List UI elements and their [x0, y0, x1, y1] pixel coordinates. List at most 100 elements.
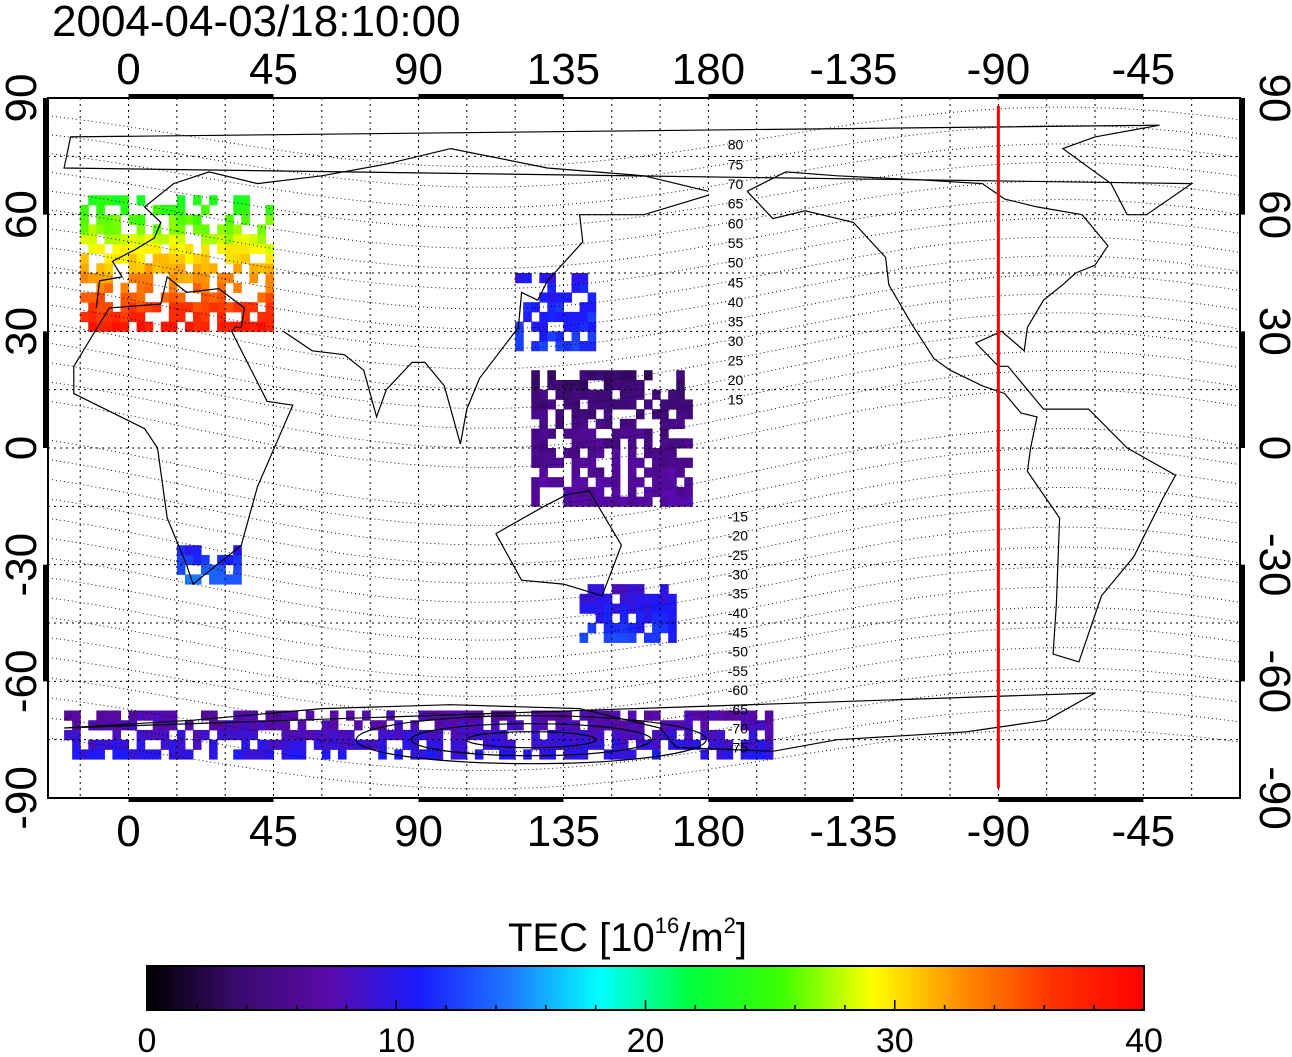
y-tick-label-left: 30 — [0, 307, 46, 356]
tec-cell — [217, 729, 226, 741]
tec-cell — [587, 399, 597, 410]
tec-cell — [668, 448, 677, 459]
tec-cell — [128, 292, 138, 303]
tec-cell — [587, 593, 597, 605]
magnetic-latitude-label: -35 — [728, 586, 748, 602]
tec-cell — [652, 749, 661, 760]
tec-cell — [305, 729, 315, 741]
tec-cell — [748, 749, 758, 760]
y-tick-label-right: 30 — [1250, 307, 1292, 356]
tec-cell — [192, 224, 202, 235]
tec-cell — [684, 477, 693, 488]
tec-cell — [611, 632, 621, 643]
tec-cell — [96, 311, 105, 323]
tec-cell — [168, 749, 178, 760]
tec-cell — [635, 593, 645, 605]
tec-cell — [370, 739, 379, 750]
tec-cell — [603, 477, 613, 488]
tec-cell — [225, 729, 234, 741]
tec-cell — [257, 321, 267, 332]
tec-cell — [265, 292, 275, 303]
tec-cell — [531, 389, 540, 400]
tec-cell — [80, 273, 89, 284]
tec-cell — [515, 720, 524, 731]
tec-cell — [112, 311, 122, 323]
tec-cell — [136, 282, 146, 293]
tec-cell — [571, 273, 581, 284]
tec-cell — [587, 739, 597, 750]
tec-cell — [579, 302, 589, 313]
tec-cell — [257, 311, 267, 323]
y-tick-label-right: 60 — [1250, 190, 1292, 239]
tec-cell — [515, 273, 524, 284]
tec-cell — [595, 477, 605, 488]
tec-cell — [249, 302, 258, 313]
x-axis-bottom-labels: 0 45 90 135 180 -135 -90 -45 — [116, 807, 1175, 856]
tec-cell — [168, 292, 178, 303]
tec-cell — [515, 341, 524, 352]
tec-cell — [635, 603, 645, 614]
magnetic-latitude-label: 60 — [728, 215, 744, 231]
tec-cell — [265, 263, 275, 274]
tec-cell — [184, 554, 194, 566]
tec-cell — [611, 749, 621, 760]
tec-cell — [168, 204, 178, 216]
tec-cell — [611, 399, 621, 410]
tec-cell — [555, 341, 565, 352]
tec-cell — [627, 496, 637, 507]
colorbar-tick-label: 40 — [1125, 1022, 1163, 1057]
tec-cell — [209, 574, 218, 585]
tec-cell — [128, 243, 138, 255]
tec-cell — [120, 749, 130, 760]
x-tick-label-bottom: -135 — [809, 807, 897, 856]
tec-cell — [587, 623, 597, 634]
tec-cell — [595, 418, 605, 430]
tec-cell — [225, 214, 234, 225]
tec-cell — [72, 749, 81, 760]
magnetic-latitude-contour — [48, 180, 1240, 249]
tec-cell — [104, 234, 113, 245]
tec-cell — [579, 603, 589, 614]
frame-bar-top — [128, 94, 274, 99]
tec-cell — [603, 418, 613, 430]
tec-cell — [209, 710, 218, 721]
tec-cell — [128, 263, 138, 274]
tec-cell — [120, 253, 130, 264]
tec-cell — [192, 545, 202, 556]
tec-cell — [676, 370, 685, 381]
tec-cell — [611, 438, 621, 449]
tec-cell — [201, 302, 210, 313]
tec-cell — [676, 467, 685, 478]
tec-cell — [88, 273, 97, 284]
tec-cell — [603, 496, 613, 507]
tec-cell — [249, 321, 258, 332]
tec-cell — [660, 428, 669, 439]
tec-cell — [619, 632, 629, 643]
tec-cell — [289, 749, 299, 760]
tec-cell — [225, 273, 234, 284]
tec-cell — [619, 399, 629, 410]
tec-cell — [257, 243, 267, 255]
tec-cell — [112, 710, 122, 721]
tec-cell — [192, 214, 202, 225]
frame-bar-top — [708, 94, 854, 99]
tec-cell — [490, 720, 500, 731]
tec-cell — [603, 720, 613, 731]
tec-cell — [249, 273, 258, 284]
tec-cell — [458, 749, 468, 760]
tec-cell — [531, 496, 540, 507]
tec-cell — [676, 438, 685, 449]
tec-cell — [136, 302, 146, 313]
tec-cell — [112, 321, 122, 332]
tec-cell — [611, 623, 621, 634]
tec-cell — [611, 379, 621, 391]
tec-cell — [635, 428, 645, 439]
tec-cell — [523, 749, 532, 760]
coastline — [63, 124, 1194, 216]
tec-cell — [217, 292, 226, 303]
tec-cell — [217, 720, 226, 731]
tec-cell — [160, 253, 170, 264]
tec-cell — [273, 720, 283, 731]
tec-cell — [233, 234, 242, 245]
tec-cell — [627, 477, 637, 488]
